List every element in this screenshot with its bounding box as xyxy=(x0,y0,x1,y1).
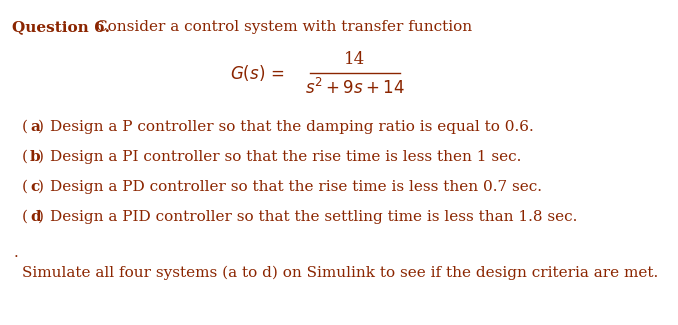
Text: ): ) xyxy=(38,150,44,164)
Text: b: b xyxy=(30,150,41,164)
Text: a: a xyxy=(30,120,40,134)
Text: (: ( xyxy=(22,180,28,194)
Text: Design a PID controller so that the settling time is less than 1.8 sec.: Design a PID controller so that the sett… xyxy=(50,210,578,224)
Text: $G(s)\,=$: $G(s)\,=$ xyxy=(230,63,285,83)
Text: (: ( xyxy=(22,120,28,134)
Text: 14: 14 xyxy=(344,50,365,68)
Text: Simulate all four systems (a to d) on Simulink to see if the design criteria are: Simulate all four systems (a to d) on Si… xyxy=(22,266,658,280)
Text: ): ) xyxy=(38,210,44,224)
Text: (: ( xyxy=(22,210,28,224)
Text: d: d xyxy=(30,210,41,224)
Text: c: c xyxy=(30,180,39,194)
Text: Design a PD controller so that the rise time is less then 0.7 sec.: Design a PD controller so that the rise … xyxy=(50,180,542,194)
Text: Question 6.: Question 6. xyxy=(12,20,110,34)
Text: (: ( xyxy=(22,150,28,164)
Text: .: . xyxy=(14,246,19,260)
Text: ): ) xyxy=(38,120,44,134)
Text: Design a PI controller so that the rise time is less then 1 sec.: Design a PI controller so that the rise … xyxy=(50,150,521,164)
Text: Consider a control system with transfer function: Consider a control system with transfer … xyxy=(96,20,472,34)
Text: Design a P controller so that the damping ratio is equal to 0.6.: Design a P controller so that the dampin… xyxy=(50,120,534,134)
Text: $s^2 + 9s + 14$: $s^2 + 9s + 14$ xyxy=(305,78,405,98)
Text: ): ) xyxy=(38,180,44,194)
